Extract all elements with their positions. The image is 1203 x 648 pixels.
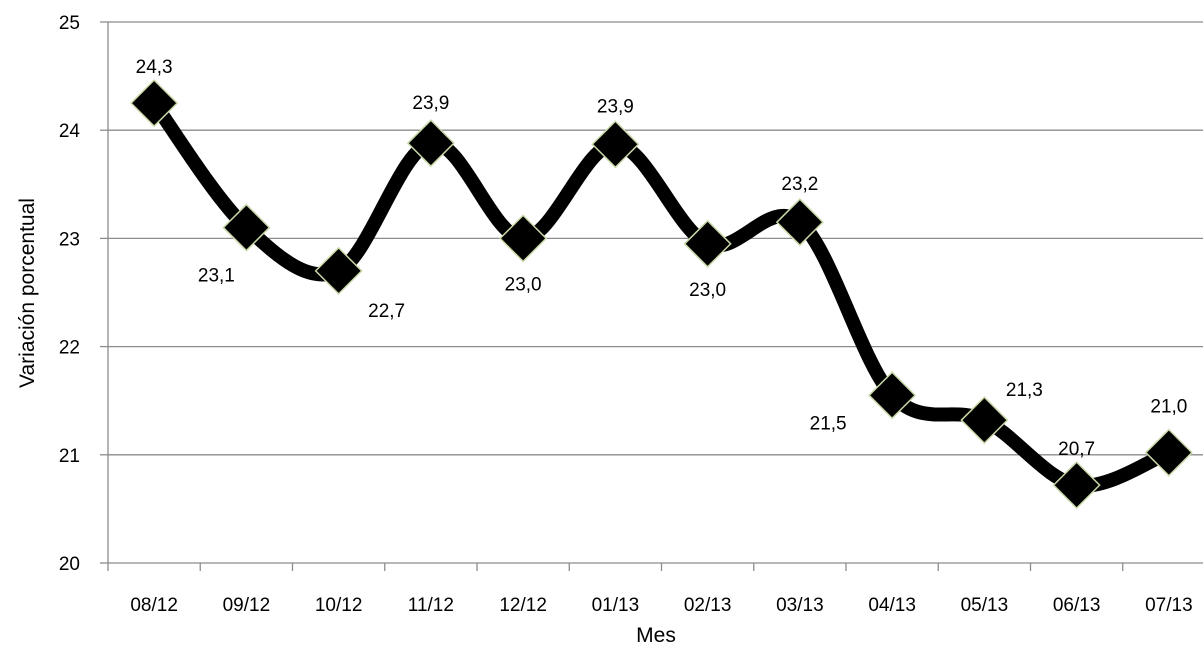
data-point-marker — [499, 214, 548, 263]
series-line — [147, 96, 1176, 493]
data-label: 23,9 — [412, 93, 449, 114]
data-labels: 24,3 23,1 22,7 23,9 23,0 23,9 23,0 23,2 21,5 21,3… — [136, 57, 1188, 460]
data-point-marker — [406, 119, 455, 168]
x-tick-label: 01/13 — [592, 595, 640, 616]
y-tick-label: 22 — [59, 338, 80, 359]
data-markers — [130, 79, 1193, 510]
x-tick-label: 11/12 — [408, 595, 454, 616]
x-tick-label: 03/13 — [776, 595, 824, 616]
data-point-marker — [1144, 428, 1193, 477]
x-tick-label: 07/13 — [1145, 595, 1193, 616]
data-point-marker — [1052, 461, 1101, 510]
data-point-marker — [960, 396, 1009, 445]
data-label: 23,9 — [597, 96, 634, 117]
x-axis-title: Mes — [636, 624, 676, 647]
x-tick-label: 12/12 — [499, 595, 547, 616]
x-tick-label: 02/13 — [684, 595, 732, 616]
x-tick-label: 10/12 — [315, 595, 363, 616]
y-tick-label: 24 — [59, 121, 81, 142]
x-tick-label: 04/13 — [868, 595, 916, 616]
y-tick-label: 21 — [59, 446, 80, 467]
x-axis-ticks: 08/12 09/12 10/12 11/12 12/12 01/13 02/13 03/13… — [107, 563, 1193, 616]
data-point-marker — [868, 371, 917, 420]
x-tick-label: 06/13 — [1053, 595, 1101, 616]
y-axis-title: Variación porcentual — [16, 198, 39, 388]
data-point-marker — [130, 79, 179, 128]
data-label: 21,0 — [1150, 397, 1187, 418]
x-tick-label: 08/12 — [130, 595, 178, 616]
y-tick-label: 23 — [59, 229, 80, 250]
data-label: 23,0 — [505, 274, 542, 295]
y-axis-ticks: 20 21 22 23 24 25 — [59, 13, 108, 575]
data-label: 24,3 — [136, 57, 173, 78]
x-tick-label: 05/13 — [961, 595, 1009, 616]
data-label: 20,7 — [1058, 439, 1095, 460]
axes — [107, 22, 1203, 564]
data-point-marker — [591, 120, 640, 169]
y-tick-label: 20 — [59, 554, 80, 575]
data-point-marker — [683, 219, 732, 268]
data-point-marker — [222, 203, 271, 252]
data-label: 23,0 — [689, 280, 726, 301]
data-label: 21,5 — [810, 413, 847, 434]
data-label: 21,3 — [1006, 380, 1043, 401]
data-label: 22,7 — [368, 301, 405, 322]
x-tick-label: 09/12 — [223, 595, 271, 616]
data-label: 23,1 — [198, 266, 235, 287]
data-point-marker — [775, 198, 824, 247]
y-tick-label: 25 — [59, 13, 80, 34]
data-label: 23,2 — [781, 174, 818, 195]
data-point-marker — [314, 246, 363, 295]
